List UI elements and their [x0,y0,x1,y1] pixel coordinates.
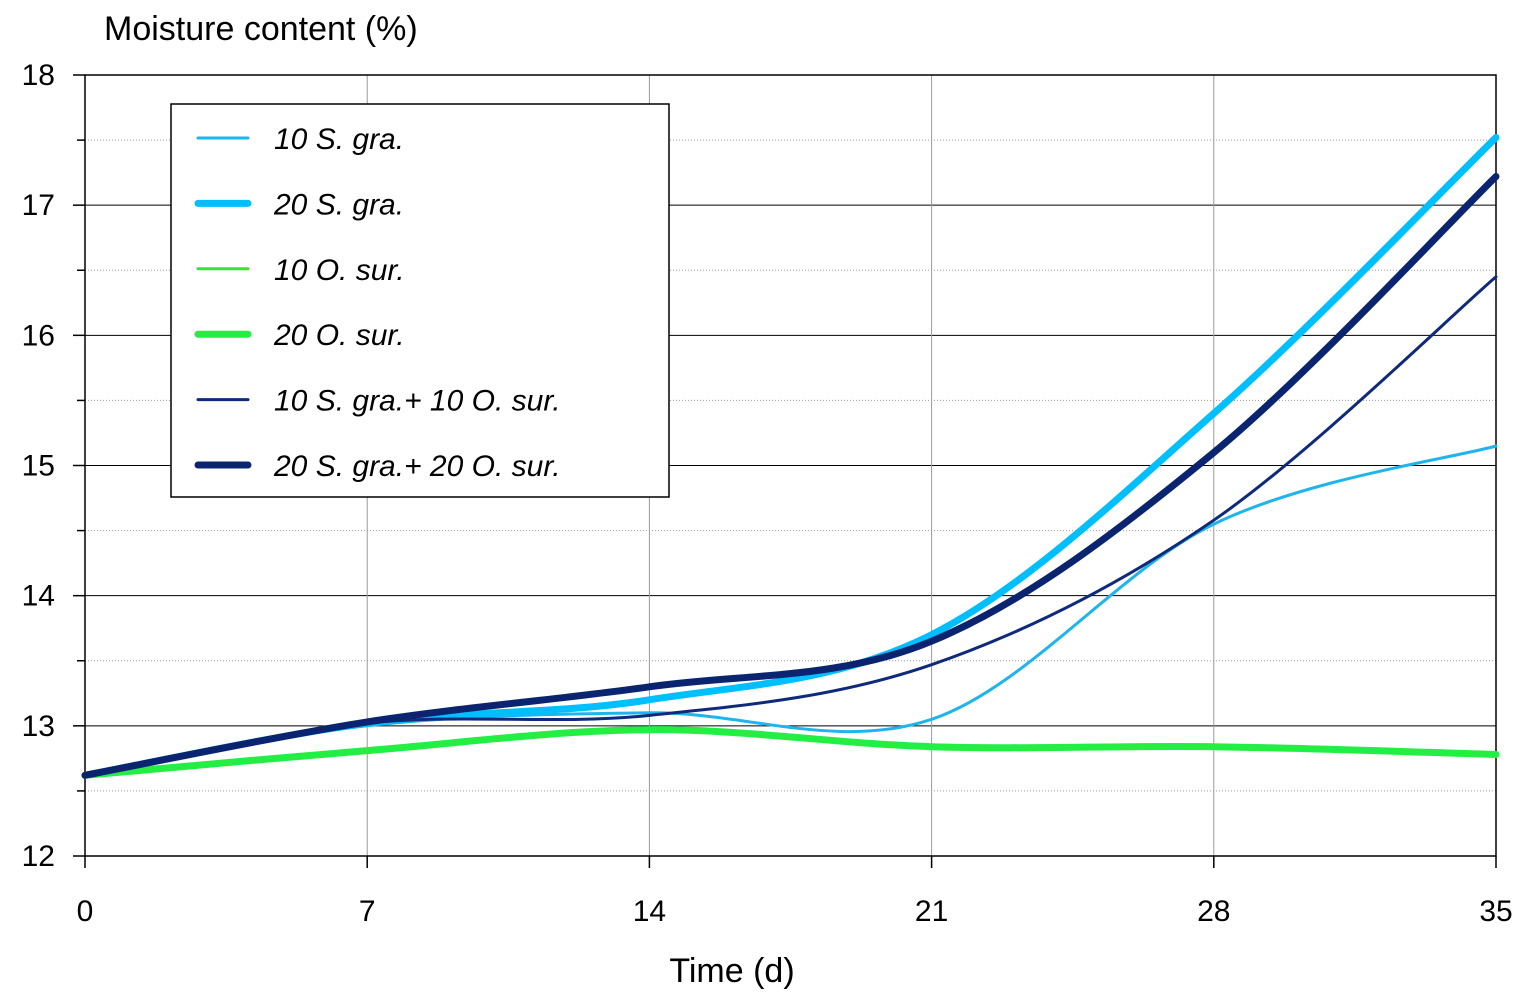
y-tick-label: 18 [22,59,55,92]
axis-ticks: 12 13 14 15 16 17 18 0 7 14 21 28 35 [22,59,1513,928]
series-line-6 [81,173,1500,779]
legend: 10 S. gra. 20 S. gra. 10 O. sur. 20 O. sur.… [170,103,670,498]
legend-label: 10 S. gra.+ 10 O. sur. [274,385,561,418]
series-line-4 [81,726,1500,779]
x-tick-label: 14 [633,895,666,928]
y-tick-label: 13 [22,710,55,743]
x-tick-label: 21 [915,895,948,928]
y-tick-label: 15 [22,450,55,483]
legend-label: 20 S. gra. [273,188,404,221]
y-tick-label: 16 [22,319,55,352]
legend-label: 10 O. sur. [274,254,405,287]
x-axis-title: Time (d) [669,952,794,990]
y-tick-label: 17 [22,189,55,222]
legend-box [170,103,670,498]
y-axis-title: Moisture content (%) [104,10,418,48]
y-tick-label: 12 [22,840,55,873]
x-tick-label: 0 [77,895,94,928]
x-tick-label: 28 [1197,895,1230,928]
legend-label: 20 S. gra.+ 20 O. sur. [273,450,561,483]
x-tick-label: 35 [1479,895,1512,928]
legend-label: 10 S. gra. [274,123,404,156]
legend-label: 20 O. sur. [273,319,405,352]
y-tick-label: 14 [22,580,55,613]
x-tick-label: 7 [359,895,376,928]
series-layer [81,134,1500,779]
